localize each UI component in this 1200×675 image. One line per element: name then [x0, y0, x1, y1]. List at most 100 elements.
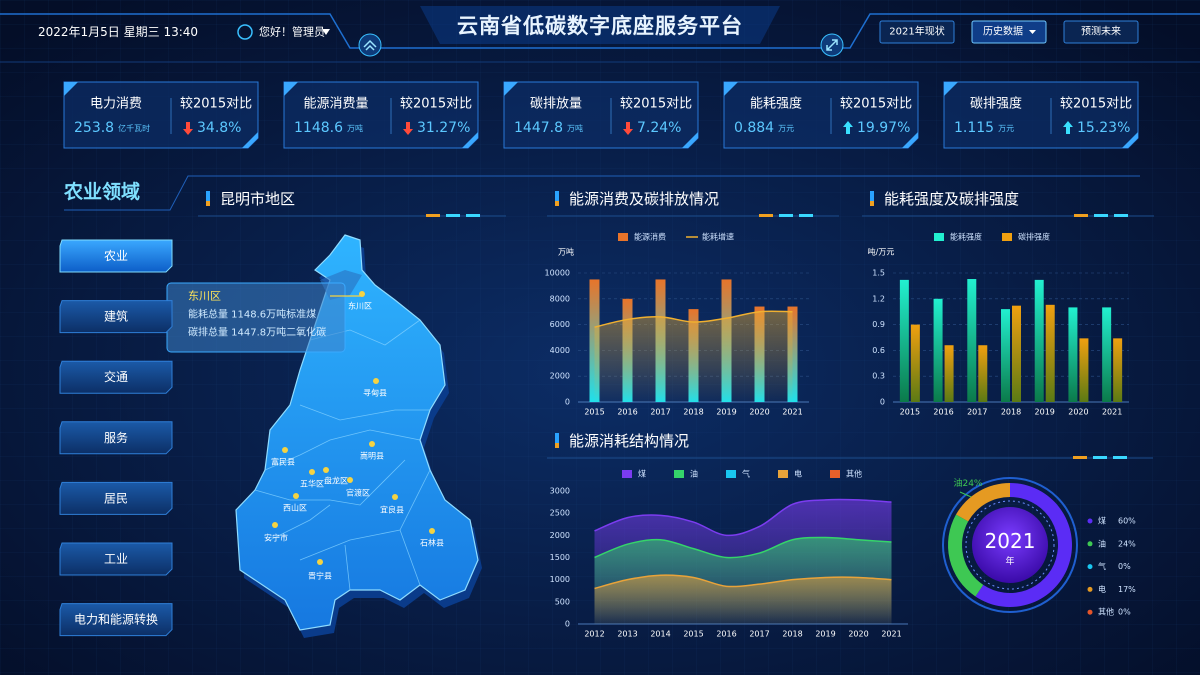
x-tick-label: 2017	[650, 408, 670, 417]
datetime: 2022年1月5日 星期三 13:40	[38, 25, 198, 39]
district-label: 寻甸县	[363, 388, 387, 398]
bar	[1045, 304, 1055, 402]
kpi-unit: 万元	[778, 124, 794, 133]
district[interactable]: 五华区	[300, 469, 324, 489]
district-label: 宜良县	[380, 505, 404, 515]
bar	[1102, 307, 1112, 402]
y-tick-label: 1.5	[872, 269, 885, 278]
user-dropdown[interactable]	[322, 29, 330, 35]
kpi-arrow	[623, 122, 633, 135]
sector-button[interactable]: 建筑	[59, 300, 173, 334]
x-tick-label: 2021	[881, 630, 901, 639]
x-tick-label: 2021	[1102, 408, 1122, 417]
district[interactable]: 富民县	[271, 447, 295, 467]
kpi-compare-label: 较2015对比	[1060, 97, 1132, 112]
tab-dropdown	[1029, 30, 1036, 34]
header-tab[interactable]: 历史数据	[971, 20, 1047, 44]
district[interactable]: 盘龙区	[323, 467, 348, 486]
header-tab[interactable]: 预测未来	[1063, 20, 1139, 44]
x-tick-label: 2019	[1035, 408, 1055, 417]
tooltip-line: 能耗总量 1148.6万吨标准煤	[188, 308, 316, 321]
kpi-card	[283, 81, 479, 149]
bar	[978, 345, 988, 402]
panel-dash	[466, 214, 480, 217]
legend-swatch	[830, 470, 840, 478]
bar	[899, 279, 909, 402]
y-tick-label: 0	[880, 398, 885, 407]
tooltip-district: 东川区	[188, 290, 221, 303]
legend-swatch	[674, 470, 684, 478]
bar	[910, 324, 920, 402]
panel-dash	[1074, 214, 1088, 217]
district[interactable]: 嵩明县	[360, 441, 384, 461]
legend-label: 煤	[638, 469, 646, 479]
kpi-arrow	[403, 122, 413, 135]
district[interactable]: 晋宁县	[308, 559, 332, 581]
sector-button[interactable]: 工业	[59, 542, 173, 576]
kpi-corner	[944, 82, 958, 96]
legend-label: 油	[690, 469, 698, 479]
user-icon	[237, 24, 253, 40]
kpi-corner	[1122, 132, 1138, 148]
title-icon	[555, 191, 559, 205]
panel-dash	[799, 214, 813, 217]
header-tab[interactable]: 2021年现状	[879, 20, 955, 44]
district[interactable]: 官渡区	[346, 477, 370, 498]
kpi-card	[943, 81, 1139, 149]
panel-dash	[1094, 214, 1108, 217]
legend-label: 电	[1098, 584, 1106, 594]
sector-button[interactable]: 农业	[59, 239, 173, 273]
y-tick-label: 2000	[550, 531, 570, 540]
legend-label: 其他	[846, 469, 862, 479]
tab-frame	[971, 20, 1047, 44]
legend-dot	[1087, 518, 1093, 524]
legend-dot	[1087, 609, 1093, 615]
button-label: 电力和能源转换	[74, 612, 158, 627]
x-tick-label: 2016	[716, 630, 736, 639]
home-button[interactable]	[358, 33, 382, 57]
sector-button[interactable]: 服务	[59, 421, 173, 455]
y-tick-label: 1000	[550, 575, 570, 584]
kpi-card	[63, 81, 259, 149]
kpi-change: 19.97%	[857, 120, 910, 136]
title-icon	[555, 201, 559, 206]
district[interactable]: 寻甸县	[363, 378, 387, 398]
tooltip-line: 碳排总量 1447.8万吨二氧化碳	[188, 326, 326, 339]
district[interactable]: 西山区	[283, 493, 307, 513]
x-tick-label: 2015	[683, 630, 703, 639]
panel-dash	[1114, 214, 1128, 217]
kunming-map[interactable]	[235, 234, 479, 631]
x-tick-label: 2017	[967, 408, 987, 417]
district-dot	[429, 528, 435, 534]
bar	[933, 298, 943, 402]
legend-label: 其他	[1098, 607, 1114, 617]
district[interactable]: 安宁市	[264, 522, 288, 543]
donut-slice	[948, 514, 984, 597]
district[interactable]: 东川区	[348, 291, 372, 311]
expand-button[interactable]	[820, 33, 844, 57]
district-dot	[392, 494, 398, 500]
kpi-change: 31.27%	[417, 120, 470, 136]
district[interactable]: 宜良县	[380, 494, 404, 515]
x-tick-label: 2020	[1068, 408, 1088, 417]
district-dot	[373, 378, 379, 384]
district-label: 石林县	[420, 538, 444, 548]
x-tick-label: 2017	[749, 630, 769, 639]
kpi-corner	[902, 132, 918, 148]
district-dot	[359, 291, 365, 297]
district-dot	[347, 477, 353, 483]
button-shape	[59, 300, 173, 334]
greeting: 您好！管理员	[259, 25, 325, 39]
district-borders	[254, 319, 431, 591]
x-tick-label: 2018	[1001, 408, 1021, 417]
legend-value: 24%	[1118, 539, 1136, 548]
sector-button[interactable]: 交通	[59, 360, 173, 394]
button-label: 工业	[104, 552, 128, 566]
legend-label: 煤	[1098, 516, 1106, 526]
sector-button[interactable]: 电力和能源转换	[59, 603, 173, 637]
kpi-compare-label: 较2015对比	[180, 97, 252, 112]
sector-button[interactable]: 居民	[59, 481, 173, 515]
district[interactable]: 石林县	[420, 528, 444, 548]
legend-value: 0%	[1118, 562, 1131, 571]
kpi-number: 1447.8	[514, 120, 563, 136]
